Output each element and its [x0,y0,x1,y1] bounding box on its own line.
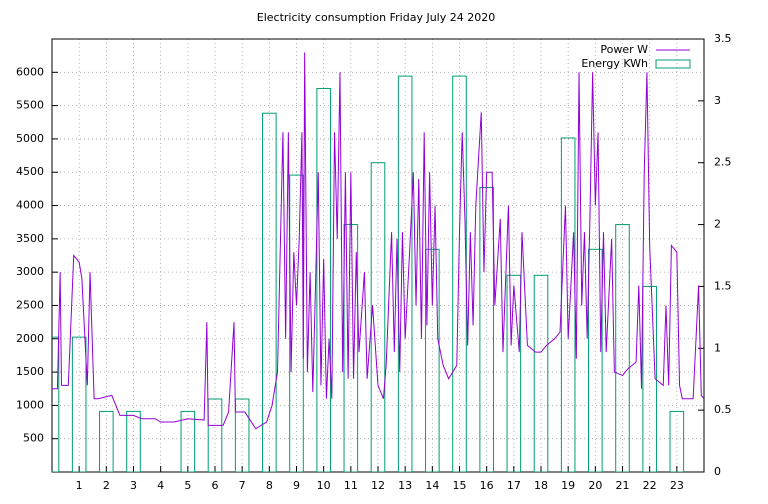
energy-box [99,410,114,472]
energy-box [506,274,522,472]
x-tick-label: 10 [317,479,331,492]
x-tick-label: 21 [616,479,630,492]
y2-tick-label: 3.5 [714,32,732,45]
x-tick-label: 16 [480,479,494,492]
y-tick-label: 4500 [16,165,44,178]
x-tick-label: 1 [76,479,83,492]
energy-box [479,186,494,472]
y-tick-label: 500 [23,432,44,445]
x-tick-label: 14 [425,479,439,492]
energy-box [262,112,277,472]
x-tick-label: 13 [398,479,412,492]
energy-box [533,274,549,472]
y2-tick-label: 2 [714,218,721,231]
y-tick-label: 2000 [16,332,44,345]
chart-title: Electricity consumption Friday July 24 2… [257,11,495,24]
x-tick-label: 9 [293,479,300,492]
x-tick-label: 3 [130,479,137,492]
energy-box [588,248,603,472]
y2-tick-label: 3 [714,94,721,107]
energy-box [207,398,223,472]
x-tick-label: 6 [212,479,219,492]
power-line [52,52,704,430]
energy-box [669,410,685,472]
y-tick-label: 1000 [16,398,44,411]
y2-tick-label: 0 [714,465,721,478]
x-tick-label: 12 [371,479,385,492]
legend-label: Energy KWh [581,57,648,70]
y-tick-label: 1500 [16,365,44,378]
y2-tick-label: 1 [714,341,721,354]
y-tick-label: 3000 [16,265,44,278]
energy-box [71,336,87,472]
legend-label: Power W [600,43,648,56]
energy-box [425,248,440,472]
x-tick-label: 2 [103,479,110,492]
x-tick-label: 18 [534,479,548,492]
x-tick-label: 22 [643,479,657,492]
energy-box [52,336,60,472]
x-tick-label: 5 [184,479,191,492]
energy-box [397,75,413,472]
energy-box [560,137,576,472]
y2-tick-label: 2.5 [714,156,732,169]
energy-box [615,224,630,472]
y2-tick-label: 0.5 [714,403,732,416]
energy-box [234,398,250,472]
legend-swatch [655,59,691,69]
y2-tick-label: 1.5 [714,279,732,292]
y-tick-label: 5000 [16,132,44,145]
x-tick-label: 15 [453,479,467,492]
energy-box [126,410,141,472]
y-tick-label: 3500 [16,232,44,245]
y-tick-label: 4000 [16,199,44,212]
y-tick-label: 5500 [16,99,44,112]
energy-box [180,410,196,472]
energy-box [343,224,359,472]
energy-box [316,87,331,472]
x-tick-label: 8 [266,479,273,492]
plot-area [52,52,704,472]
x-tick-label: 20 [588,479,602,492]
x-tick-label: 23 [670,479,684,492]
y-tick-label: 2500 [16,298,44,311]
x-tick-label: 19 [561,479,575,492]
x-tick-label: 7 [239,479,246,492]
x-tick-label: 11 [344,479,358,492]
x-tick-label: 17 [507,479,521,492]
y-tick-label: 6000 [16,65,44,78]
x-tick-label: 4 [157,479,164,492]
